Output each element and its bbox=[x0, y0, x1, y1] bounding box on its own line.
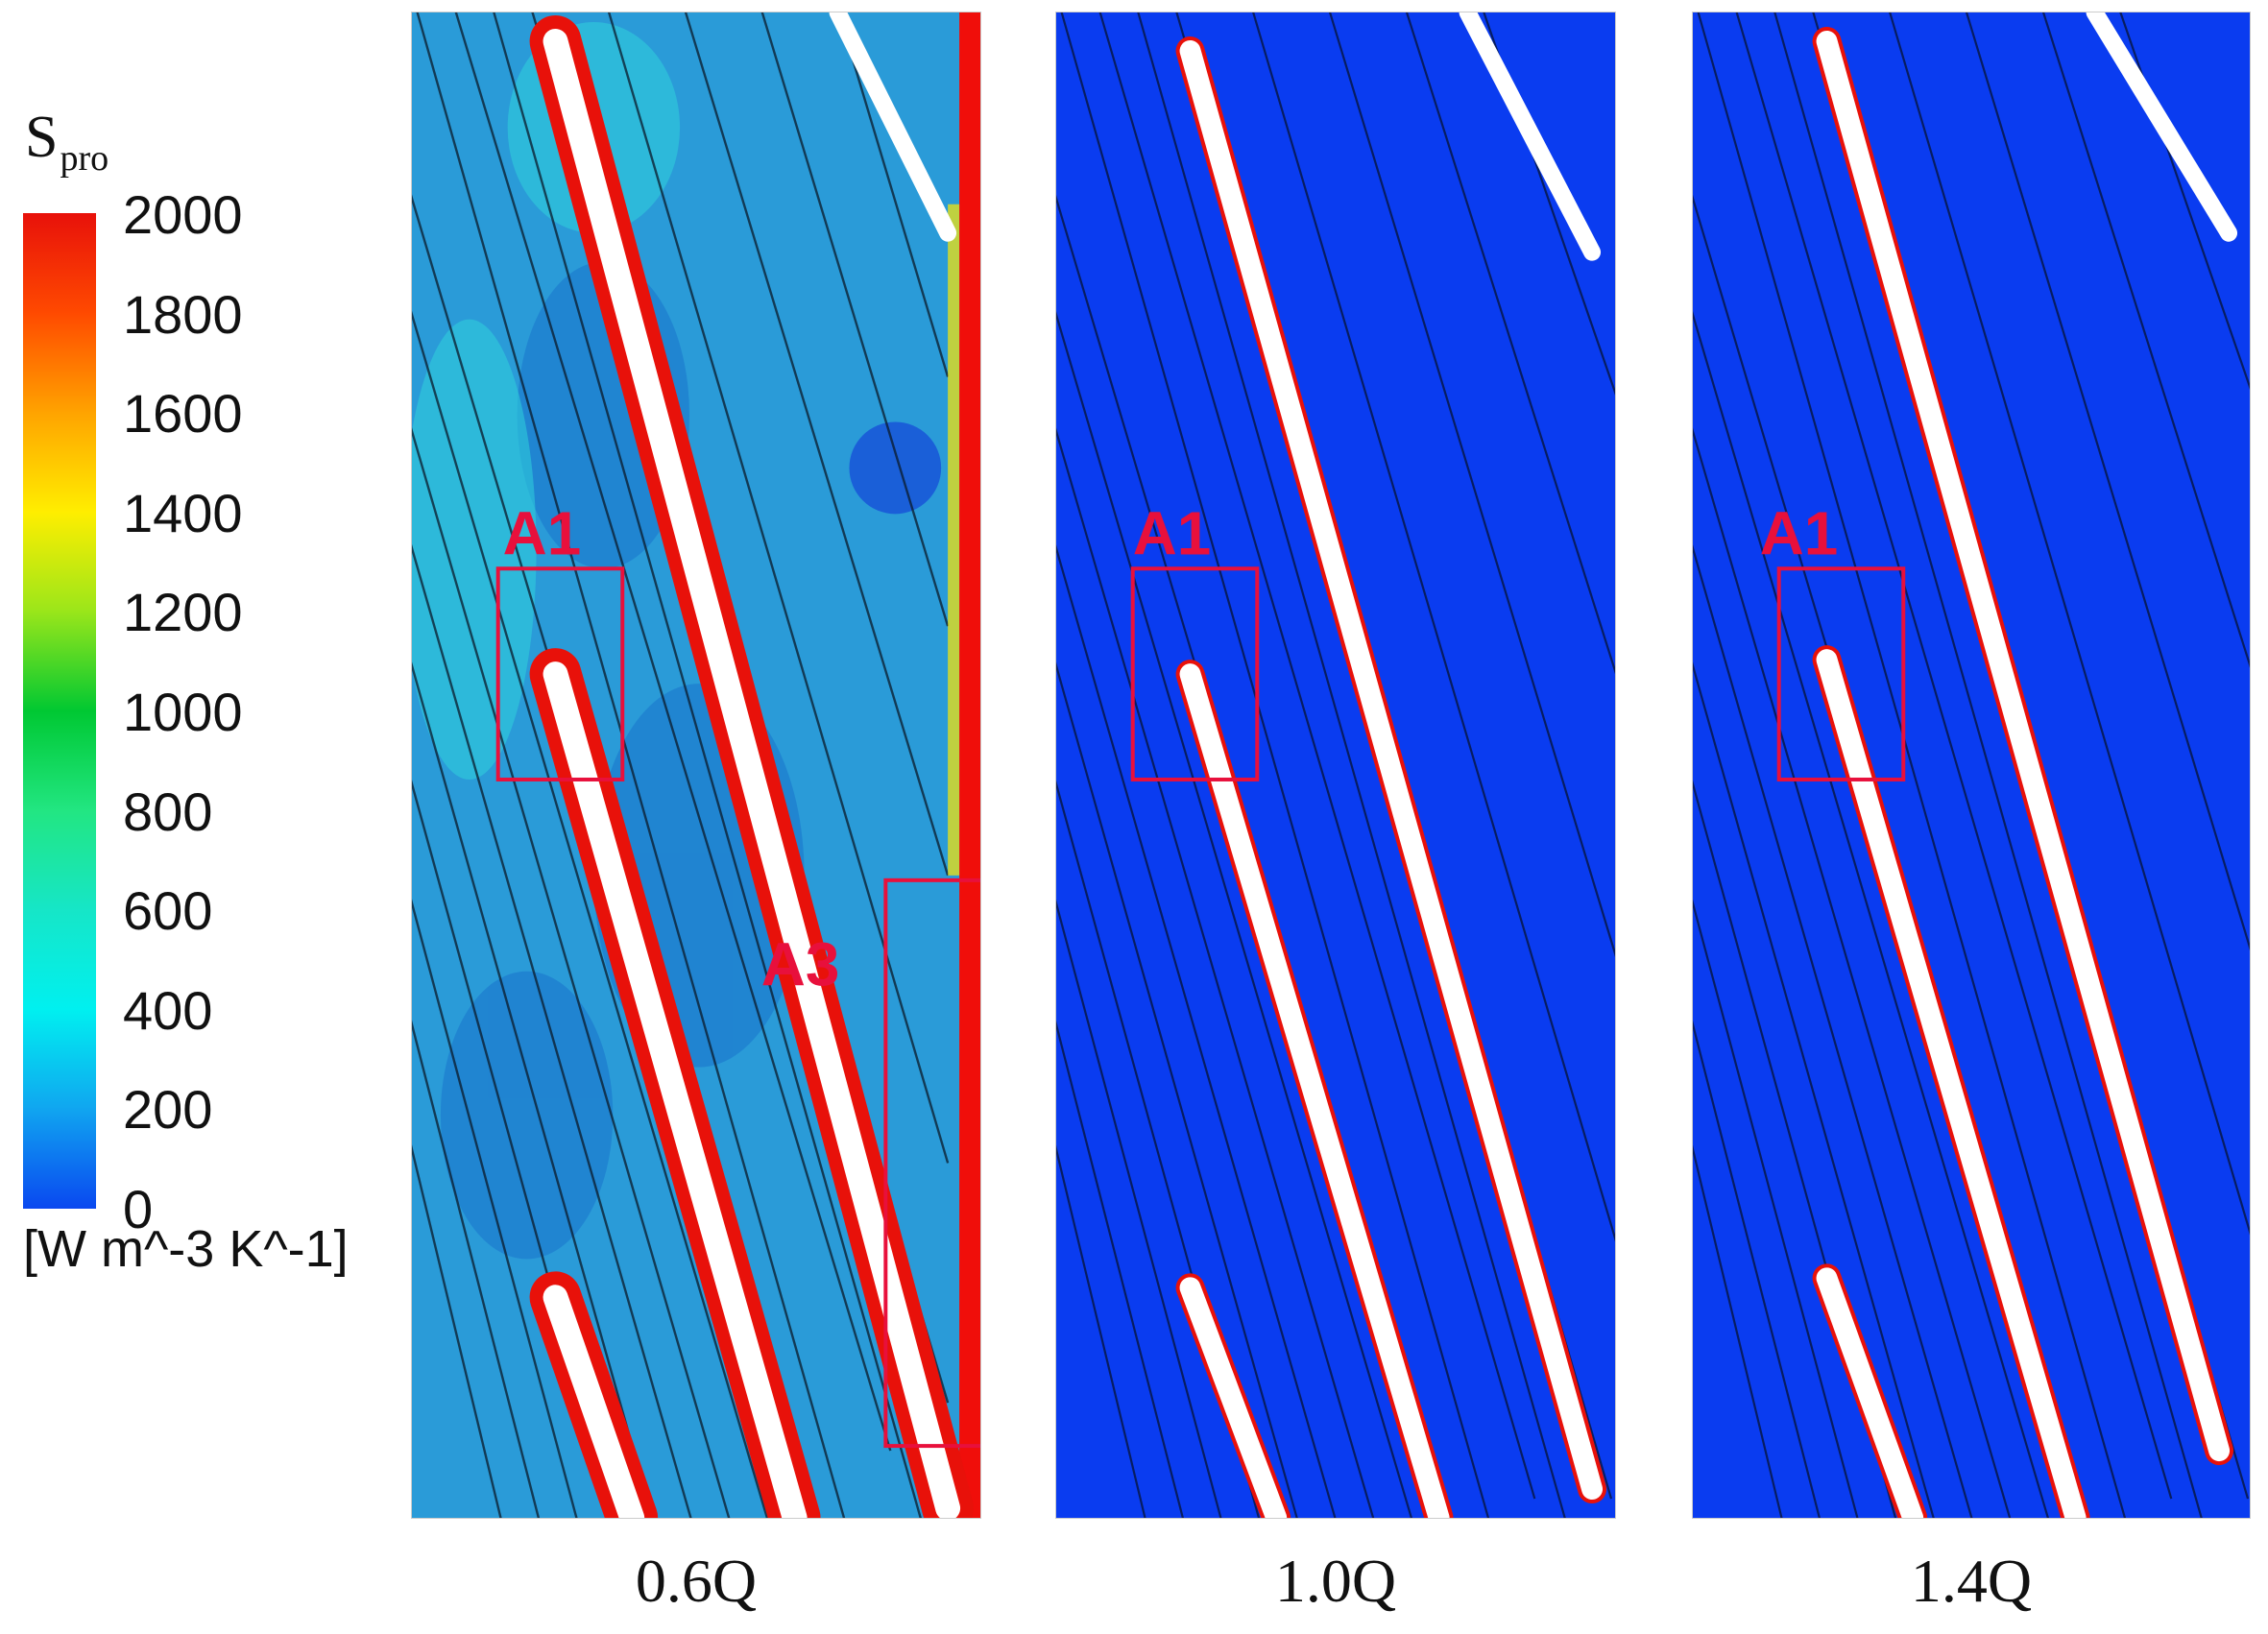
blades bbox=[529, 12, 975, 1518]
colorbar-band bbox=[23, 213, 96, 314]
panel-0-6q: A1 A3 bbox=[411, 12, 981, 1519]
region-label-a1: A1 bbox=[1760, 498, 1839, 567]
region-box-a1 bbox=[1776, 566, 1906, 781]
colorbar-tick-label: 800 bbox=[123, 781, 213, 842]
colorbar-band bbox=[23, 809, 96, 911]
legend-variable-subscript: pro bbox=[60, 138, 109, 179]
region-label-a1: A1 bbox=[1133, 498, 1212, 567]
panel-label-1-4q: 1.4Q bbox=[1910, 1547, 2033, 1615]
colorbar-band bbox=[23, 312, 96, 414]
entropy-contour-1-4q: A1 bbox=[1693, 12, 2250, 1518]
colorbar-band bbox=[23, 611, 96, 711]
colorbar-tick-label: 1400 bbox=[123, 482, 243, 543]
colorbar bbox=[23, 213, 96, 1209]
region-label-a1: A1 bbox=[503, 498, 582, 567]
panel-label-1-0q: 1.0Q bbox=[1274, 1547, 1397, 1615]
region-label-a3: A3 bbox=[761, 930, 840, 999]
legend-units: [W m^-3 K^-1] bbox=[23, 1220, 349, 1278]
outlet-high-entropy-band bbox=[959, 12, 980, 1518]
colorbar-tick-label: 1600 bbox=[123, 383, 243, 445]
colorbar-tick-label: 400 bbox=[123, 979, 213, 1041]
colorbar-tick-label: 200 bbox=[123, 1079, 213, 1141]
colorbar-tick-label: 1000 bbox=[123, 682, 243, 742]
colorbar-tick-label: 1200 bbox=[123, 582, 243, 643]
colorbar-tick-label: 1800 bbox=[123, 283, 243, 345]
region-box-a1 bbox=[1130, 566, 1260, 781]
panel-1-0q: A1 bbox=[1055, 12, 1616, 1519]
colorbar-band bbox=[23, 1008, 96, 1110]
colorbar-tick-label: 600 bbox=[123, 880, 213, 942]
panel-1-4q: A1 bbox=[1692, 12, 2251, 1519]
colorbar-tick-label: 0 bbox=[123, 1179, 154, 1239]
entropy-contour-0-6q: A1 A3 bbox=[412, 12, 980, 1518]
colorbar-band bbox=[23, 710, 96, 811]
blades bbox=[1175, 12, 1607, 1518]
legend-title: Spro bbox=[25, 104, 109, 180]
colorbar-band bbox=[23, 1108, 96, 1209]
colorbar-band bbox=[23, 511, 96, 613]
region-box-a1 bbox=[495, 566, 625, 781]
colorbar-band bbox=[23, 412, 96, 513]
colorbar-tick-label: 2000 bbox=[123, 184, 243, 245]
panel-label-0-6q: 0.6Q bbox=[635, 1547, 758, 1615]
region-box-a3 bbox=[883, 877, 980, 1449]
legend-variable: S bbox=[25, 105, 59, 170]
colorbar-band bbox=[23, 909, 96, 1010]
entropy-contour-1-0q: A1 bbox=[1056, 12, 1615, 1518]
blades bbox=[1812, 12, 2238, 1518]
